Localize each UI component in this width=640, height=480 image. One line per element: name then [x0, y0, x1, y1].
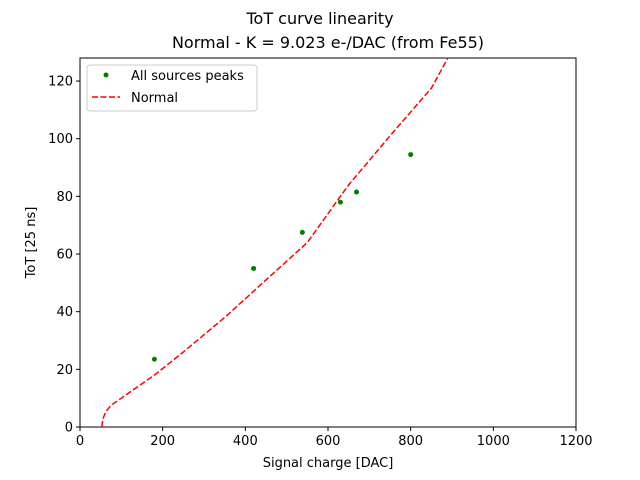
y-axis-ticks: 0 20 40 60 80 100 120	[48, 75, 80, 436]
legend-label-all-sources-peaks: All sources peaks	[131, 69, 244, 84]
plot-area: 0 200 400 600 800 1000 1200 0 20 40 60 80 100 120	[48, 57, 593, 449]
y-tick-label: 60	[56, 248, 73, 263]
data-point-all-sources-peaks	[408, 152, 414, 158]
legend-marker-all-sources-peaks	[103, 72, 109, 78]
x-axis-ticks: 0 200 400 600 800 1000 1200	[76, 427, 593, 449]
legend-label-normal: Normal	[131, 91, 178, 106]
x-tick-label: 200	[150, 434, 175, 449]
x-axis-label: Signal charge [DAC]	[263, 456, 394, 471]
data-point-all-sources-peaks	[337, 199, 343, 205]
x-tick-label: 1200	[559, 434, 592, 449]
data-point-all-sources-peaks	[251, 265, 257, 271]
x-tick-label: 0	[76, 434, 84, 449]
x-tick-label: 400	[233, 434, 258, 449]
data-point-all-sources-peaks	[354, 189, 360, 195]
y-tick-label: 120	[48, 75, 73, 90]
series-layer	[101, 57, 449, 428]
y-tick-label: 40	[56, 305, 73, 320]
x-tick-label: 600	[316, 434, 341, 449]
series-line-normal	[101, 57, 449, 428]
x-tick-label: 800	[398, 434, 423, 449]
y-tick-label: 80	[56, 190, 73, 205]
data-point-all-sources-peaks	[151, 356, 157, 362]
chart-subtitle: Normal - K = 9.023 e-/DAC (from Fe55)	[172, 33, 484, 52]
legend: All sources peaks Normal	[86, 64, 258, 112]
y-tick-label: 0	[65, 421, 73, 436]
legend-box	[86, 64, 258, 112]
y-tick-label: 20	[56, 363, 73, 378]
chart-title: ToT curve linearity	[245, 9, 393, 28]
x-tick-label: 1000	[477, 434, 510, 449]
plot-frame	[79, 57, 577, 428]
y-tick-label: 100	[48, 132, 73, 147]
y-axis-label: ToT [25 ns]	[24, 207, 39, 280]
data-point-all-sources-peaks	[299, 229, 305, 235]
